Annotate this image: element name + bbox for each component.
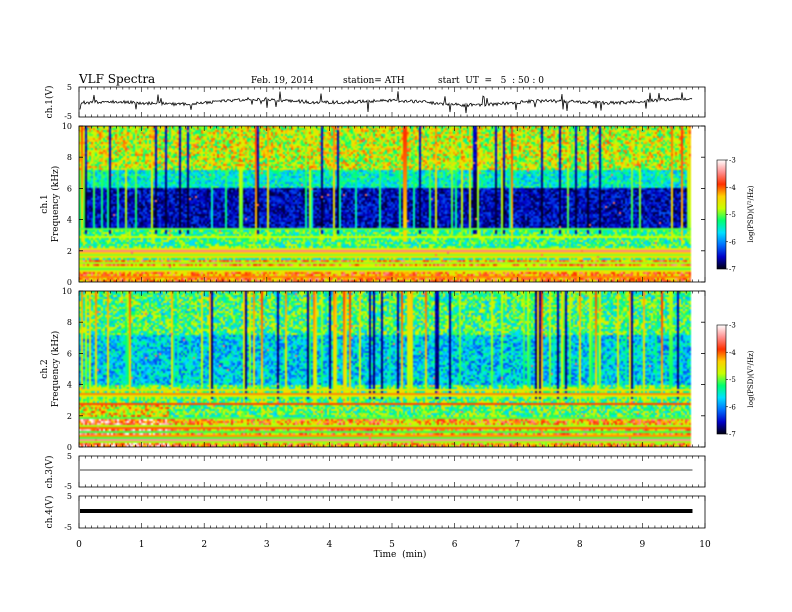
spec2-ylabel-frequency: Frequency (kHz) [50,331,61,408]
ytick-label: 4 [67,381,72,390]
ch4-waveform-trace [80,509,693,513]
spec1-ylabel-frequency: Frequency (kHz) [50,166,61,243]
colorbar-tick-label: -3 [729,322,736,330]
spec1-yticks: 0 2 4 6 8 10 [62,122,705,287]
ch1-ytick-top: 5 [67,83,72,92]
ch3-ytick-top: 5 [67,452,72,461]
spec1-ylabel-channel: ch.1 [40,194,50,213]
spec2-colorbar [716,324,727,435]
time-tick-label: 9 [640,540,646,550]
ytick-label: 2 [67,247,72,256]
time-tick-label: 2 [201,540,207,550]
spec1-colorbar-ticks: -3 -4 -5 -6 -7 [726,157,736,274]
ch2-spectrogram-image [79,291,705,447]
ch4-ytick-top: 5 [67,492,72,501]
colorbar-tick-label: -6 [729,238,736,246]
ytick-label: 8 [67,153,72,162]
ch1-spectrogram-image [79,126,705,282]
ch4-waveform-panel: 5 -5 ch.4(V) [44,492,706,532]
start-time-label: start UT = 5 : 50 : 0 [438,76,544,86]
ch4-ylabel: ch.4(V) [44,496,55,529]
ch1-ylabel: ch.1(V) [44,86,55,119]
colorbar-tick-label: -4 [729,184,736,192]
ch3-ylabel: ch.3(V) [44,456,55,489]
date-label: Feb. 19, 2014 [251,76,314,86]
spec1-colorbar-label: log(PSD)(V²/Hz) [747,185,755,242]
chart-title: VLF Spectra [78,72,155,86]
spec2-yticks: 0 2 4 6 8 10 [62,287,705,452]
ch4-ytick-bottom: -5 [64,523,72,532]
ytick-label: 8 [67,318,72,327]
time-tick-label: 5 [389,540,395,550]
ch3-waveform-panel: 5 -5 ch.3(V) [44,452,706,491]
time-tick-label: 8 [577,540,583,550]
ytick-label: 10 [62,122,72,131]
colorbar-tick-label: -5 [729,376,736,384]
spec1-colorbar [716,159,727,270]
station-label: station= ATH [343,76,405,86]
time-axis-tick-labels: 0 1 2 3 4 5 6 7 8 9 10 [76,540,711,550]
spec2-colorbar-label: log(PSD)(V²/Hz) [747,350,755,407]
spec2-ylabel-channel: ch.2 [40,359,50,378]
colorbar-tick-label: -3 [729,157,736,165]
spec2-colorbar-ticks: -3 -4 -5 -6 -7 [726,322,736,439]
ytick-label: 4 [67,216,72,225]
time-tick-label: 10 [699,540,711,550]
time-tick-label: 1 [139,540,145,550]
colorbar-tick-label: -5 [729,211,736,219]
time-tick-label: 4 [327,540,333,550]
colorbar-tick-label: -6 [729,403,736,411]
ytick-label: 0 [67,443,72,452]
colorbar-tick-label: -7 [729,431,736,439]
ytick-label: 2 [67,412,72,421]
ytick-label: 0 [67,278,72,287]
ch1-waveform-trace [79,91,693,114]
ytick-label: 6 [67,184,72,193]
ch1-ytick-bottom: -5 [64,112,72,121]
time-axis-label: Time (min) [374,549,427,560]
time-tick-marks [78,87,706,528]
colorbar-tick-label: -7 [729,266,736,274]
colorbar-tick-label: -4 [729,349,736,357]
ytick-label: 10 [62,287,72,296]
time-tick-label: 0 [76,540,82,550]
ytick-label: 6 [67,349,72,358]
ch1-waveform-panel: 5 -5 ch.1(V) [44,83,706,121]
ch3-ytick-bottom: -5 [64,482,72,491]
time-tick-label: 3 [264,540,270,550]
time-tick-label: 7 [514,540,520,550]
time-tick-label: 6 [452,540,458,550]
